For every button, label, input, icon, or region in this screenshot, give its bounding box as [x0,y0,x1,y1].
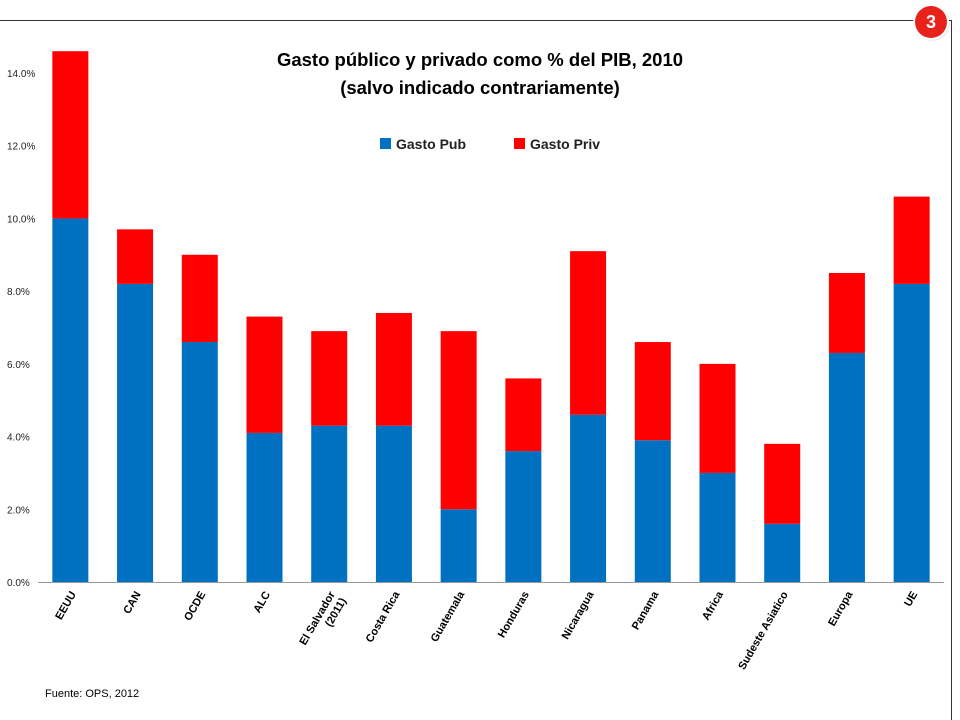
y-tick-label: 14.0% [7,69,35,80]
bar-gasto-pub [699,472,736,582]
bar-gasto-pub [828,352,865,582]
frame-right-line [951,20,952,720]
bar-gasto-priv [828,272,865,353]
x-tick-label: Africa [700,589,726,623]
x-tick-label: Panama [630,589,662,632]
x-axis: EEUU CAN OCDE ALC El Salvador(2011) Costa Ric… [38,582,944,672]
y-tick-label: 12.0% [7,142,35,153]
bar-gasto-pub [893,283,930,582]
x-tick-label: EEUU [53,589,79,622]
bar-gasto-priv [505,378,542,452]
chart-subtitle: (salvo indicado contrariamente) [340,77,620,98]
bar-gasto-pub [570,414,607,582]
x-tick-label: ALC [251,589,273,615]
legend-swatch [514,138,525,149]
bar-gasto-pub [311,425,348,582]
bar-gasto-pub [246,432,283,582]
y-tick-label: 2.0% [7,505,30,516]
x-tick-label: Costa Rica [364,589,403,645]
bars [52,51,930,582]
legend-swatch [380,138,391,149]
bar-gasto-priv [246,316,283,433]
y-tick-label: 8.0% [7,287,30,298]
bar-gasto-priv [764,443,801,524]
y-tick-label: 10.0% [7,214,35,225]
bar-gasto-pub [375,425,412,582]
y-tick-label: 6.0% [7,360,30,371]
bar-gasto-priv [181,254,218,343]
chart-title: Gasto público y privado como % del PIB, … [276,49,684,70]
legend-label: Gasto Priv [530,136,600,152]
slide-number-badge: 3 [915,6,947,38]
y-tick-label: 0.0% [7,578,30,589]
x-tick-label: Sudeste Asiatico [736,589,791,672]
x-tick-label: UE [902,590,920,609]
bar-gasto-pub [181,342,218,582]
legend-label: Gasto Pub [396,136,466,152]
x-tick-label: Honduras [496,590,532,640]
frame-top-line [0,20,952,21]
bar-gasto-priv [570,251,607,415]
bar-gasto-pub [440,509,477,582]
y-tick-label: 4.0% [7,433,30,444]
bar-gasto-pub [634,440,671,582]
bar-gasto-priv [699,363,736,473]
bar-gasto-pub [764,523,801,582]
bar-gasto-priv [440,331,477,510]
chart-title-block: Gasto público y privado como % del PIB, … [200,46,760,102]
bar-gasto-priv [311,331,348,426]
legend: Gasto Pub Gasto Priv [380,136,600,152]
x-tick-label: Nicaragua [560,589,597,642]
bar-gasto-priv [634,342,671,441]
bar-gasto-pub [505,451,542,582]
bar-gasto-priv [375,312,412,426]
x-tick-label: Europa [826,589,856,629]
source-note: Fuente: OPS, 2012 [45,688,140,700]
y-axis: 0.0% 2.0% 4.0% 6.0% 8.0% 10.0% 12.0% 14.0% [7,69,35,589]
bar-gasto-priv [52,51,89,219]
x-tick-label: CAN [121,589,143,616]
bar-gasto-pub [52,218,89,582]
bar-gasto-priv [893,196,930,284]
x-tick-label: OCDE [182,590,208,624]
x-tick-label: El Salvador(2011) [297,589,349,654]
x-tick-label: Guatemala [429,589,468,644]
bar-gasto-priv [117,229,154,284]
bar-gasto-pub [117,283,154,582]
